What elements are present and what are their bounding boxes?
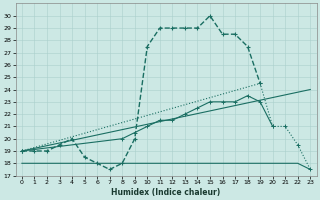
- X-axis label: Humidex (Indice chaleur): Humidex (Indice chaleur): [111, 188, 221, 197]
